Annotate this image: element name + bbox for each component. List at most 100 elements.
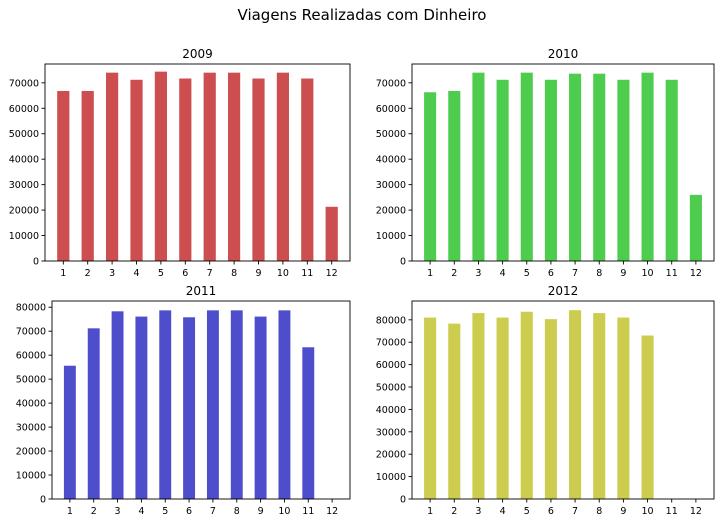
panel-title: 2012	[548, 284, 579, 298]
x-tick-label: 3	[109, 268, 115, 279]
bar-2	[448, 323, 461, 499]
panel-title: 2009	[182, 47, 213, 61]
x-tick-label: 2	[451, 268, 457, 279]
y-tick-label: 40000	[16, 399, 46, 410]
y-tick-label: 10000	[376, 231, 406, 242]
bar-2	[81, 90, 94, 261]
y-tick-label: 40000	[376, 405, 406, 416]
y-tick-label: 60000	[376, 360, 406, 371]
bar-9	[252, 78, 265, 261]
x-tick-label: 4	[500, 268, 506, 279]
x-tick-label: 10	[278, 506, 290, 517]
x-tick-label: 8	[596, 268, 602, 279]
bar-7	[569, 310, 582, 499]
y-tick-label: 70000	[376, 78, 406, 89]
y-tick-label: 0	[33, 257, 39, 268]
x-tick-label: 5	[158, 268, 164, 279]
bar-2	[448, 90, 461, 261]
y-tick-label: 0	[400, 495, 406, 506]
y-tick-label: 70000	[16, 327, 46, 338]
x-tick-label: 9	[255, 268, 261, 279]
x-tick-label: 6	[548, 268, 554, 279]
y-tick-label: 20000	[9, 206, 39, 217]
x-tick-label: 1	[60, 268, 66, 279]
x-tick-label: 12	[326, 506, 338, 517]
bar-5	[159, 310, 172, 499]
x-tick-label: 7	[572, 268, 578, 279]
bar-8	[230, 310, 243, 499]
y-tick-label: 10000	[9, 231, 39, 242]
bar-10	[641, 72, 654, 261]
x-tick-label: 1	[427, 268, 433, 279]
bar-4	[135, 316, 148, 499]
x-tick-label: 9	[620, 268, 626, 279]
y-tick-label: 70000	[376, 338, 406, 349]
bar-8	[593, 73, 606, 261]
x-tick-label: 9	[258, 506, 264, 517]
y-tick-label: 50000	[376, 383, 406, 394]
bar-6	[179, 78, 192, 261]
bar-9	[617, 317, 630, 499]
x-tick-label: 3	[115, 506, 121, 517]
plot-frame	[44, 63, 351, 262]
bar-1	[424, 92, 437, 261]
bar-5	[520, 72, 533, 261]
bar-3	[106, 72, 119, 261]
bar-12	[325, 206, 338, 261]
bar-6	[183, 317, 196, 499]
y-tick-label: 60000	[376, 104, 406, 115]
bar-7	[203, 72, 216, 261]
bar-12	[689, 194, 702, 261]
x-tick-label: 3	[475, 506, 481, 517]
y-tick-label: 20000	[376, 450, 406, 461]
bar-8	[228, 72, 241, 261]
x-tick-label: 4	[138, 506, 144, 517]
x-tick-label: 6	[182, 268, 188, 279]
x-tick-label: 8	[596, 506, 602, 517]
bar-10	[641, 335, 654, 499]
x-tick-label: 11	[666, 268, 678, 279]
x-tick-label: 11	[301, 268, 313, 279]
bar-6	[544, 319, 557, 499]
bar-10	[278, 310, 291, 499]
x-tick-label: 8	[231, 268, 237, 279]
y-tick-label: 30000	[9, 180, 39, 191]
x-tick-label: 1	[67, 506, 73, 517]
bar-1	[63, 365, 76, 499]
x-tick-label: 8	[234, 506, 240, 517]
bar-9	[617, 79, 630, 261]
x-tick-label: 6	[548, 506, 554, 517]
y-tick-label: 50000	[9, 129, 39, 140]
x-tick-label: 5	[524, 506, 530, 517]
y-tick-label: 0	[400, 257, 406, 268]
y-tick-label: 20000	[376, 206, 406, 217]
y-tick-label: 10000	[376, 472, 406, 483]
bar-5	[154, 71, 167, 262]
y-tick-label: 60000	[16, 351, 46, 362]
figure-title: Viagens Realizadas com Dinheiro	[238, 6, 487, 24]
y-tick-label: 40000	[9, 155, 39, 166]
x-tick-label: 6	[186, 506, 192, 517]
bar-5	[520, 311, 533, 499]
bar-9	[254, 316, 267, 499]
y-tick-label: 40000	[376, 155, 406, 166]
bar-6	[544, 79, 557, 261]
panel-title: 2011	[186, 284, 217, 298]
x-tick-label: 5	[162, 506, 168, 517]
panel-title: 2010	[548, 47, 579, 61]
bar-1	[424, 317, 437, 499]
y-tick-label: 0	[40, 495, 46, 506]
bar-11	[665, 79, 678, 261]
x-tick-label: 12	[690, 506, 702, 517]
x-tick-label: 3	[475, 268, 481, 279]
y-tick-label: 70000	[9, 78, 39, 89]
y-tick-label: 30000	[376, 427, 406, 438]
x-tick-label: 2	[451, 506, 457, 517]
x-tick-label: 4	[500, 506, 506, 517]
bar-2	[87, 328, 100, 499]
bar-1	[57, 90, 70, 261]
x-tick-label: 7	[210, 506, 216, 517]
